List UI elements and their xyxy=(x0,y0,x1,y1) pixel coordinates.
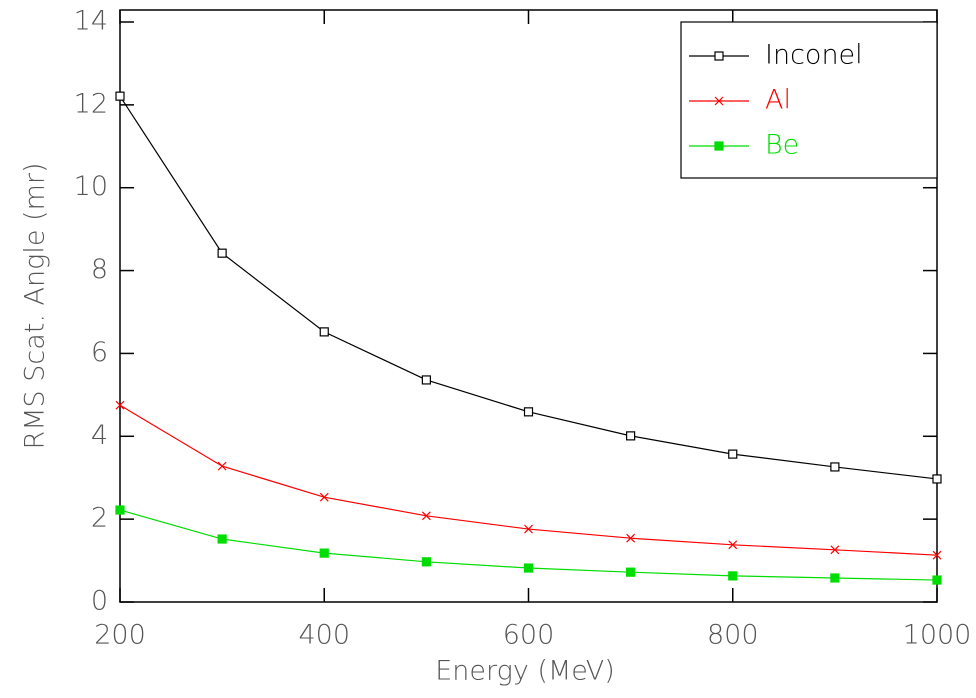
x-axis-label: Energy (MeV) xyxy=(435,656,615,687)
y-tick-label: 2 xyxy=(91,503,108,534)
x-tick-label: 800 xyxy=(707,620,759,651)
x-tick-label: 400 xyxy=(298,620,350,651)
y-tick-label: 6 xyxy=(91,337,108,368)
marker xyxy=(319,548,329,558)
legend-marker xyxy=(714,141,724,151)
y-tick-label: 8 xyxy=(91,254,108,285)
marker xyxy=(115,400,125,410)
marker xyxy=(932,575,942,585)
marker xyxy=(932,474,942,484)
x-tick-label: 200 xyxy=(94,620,146,651)
y-tick-label: 12 xyxy=(74,88,108,119)
marker xyxy=(728,571,738,581)
marker xyxy=(830,573,840,583)
marker xyxy=(115,505,125,515)
y-tick-label: 4 xyxy=(91,420,108,451)
marker xyxy=(523,407,534,417)
y-tick-label: 14 xyxy=(74,6,108,37)
marker xyxy=(421,557,431,567)
marker xyxy=(319,327,329,337)
y-tick-label: 0 xyxy=(91,586,108,617)
marker xyxy=(728,449,738,459)
legend-label: Be xyxy=(765,130,799,161)
marker xyxy=(830,462,840,472)
marker xyxy=(932,550,942,560)
marker xyxy=(421,511,431,521)
marker xyxy=(217,534,227,544)
marker xyxy=(115,91,125,101)
legend-marker xyxy=(714,96,724,106)
x-tick-label: 600 xyxy=(503,620,555,651)
marker xyxy=(626,567,636,577)
marker xyxy=(830,545,840,555)
legend-label: Inconel xyxy=(765,40,863,71)
marker xyxy=(421,375,431,385)
marker xyxy=(728,540,738,550)
legend-box xyxy=(680,21,938,179)
legend-marker xyxy=(714,51,724,61)
marker xyxy=(217,461,227,471)
marker xyxy=(217,248,227,258)
x-tick-label: 1000 xyxy=(903,620,972,651)
marker xyxy=(524,524,533,534)
marker xyxy=(626,533,636,543)
legend-label: Al xyxy=(765,85,791,116)
marker xyxy=(319,492,329,502)
marker xyxy=(523,563,534,573)
y-tick-label: 10 xyxy=(74,171,108,202)
y-axis-label: RMS Scat. Angle (mr) xyxy=(20,162,51,449)
marker xyxy=(626,431,636,441)
series-line xyxy=(119,404,938,556)
